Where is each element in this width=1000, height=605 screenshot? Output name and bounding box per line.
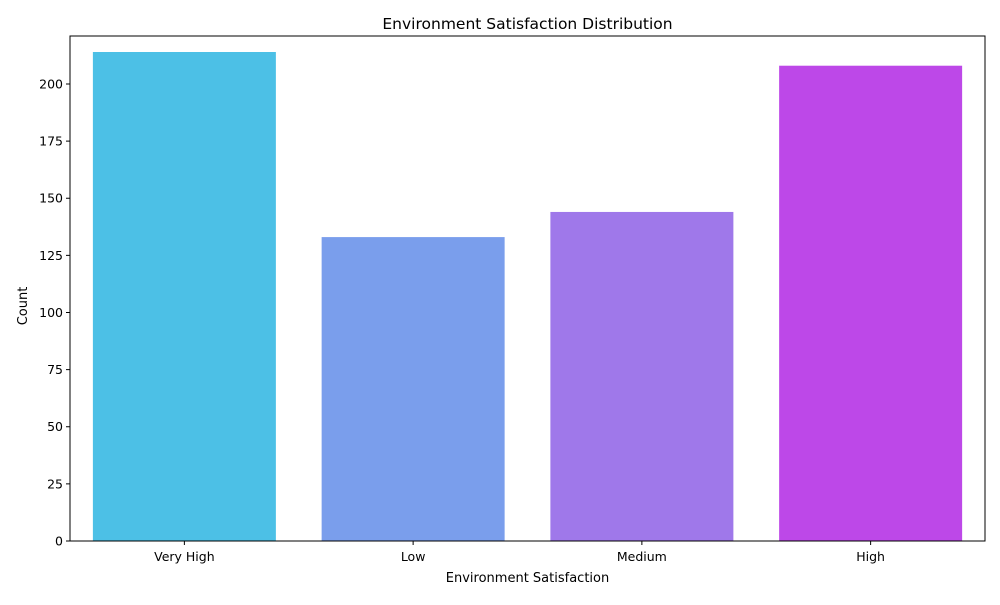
x-axis-label: Environment Satisfaction <box>446 571 609 586</box>
bar-medium <box>550 211 734 541</box>
y-tick-label: 75 <box>47 362 63 377</box>
bar-high <box>779 65 963 542</box>
y-tick-label: 150 <box>39 191 63 206</box>
y-tick-label: 200 <box>39 76 63 91</box>
bars-layer <box>92 52 963 542</box>
chart-title: Environment Satisfaction Distribution <box>382 15 672 33</box>
bar-low <box>321 237 505 541</box>
bar-very-high <box>92 52 276 541</box>
axes-layer: 0 25 50 75 100 125 150 175 200 Very High Low Medium… <box>39 35 986 564</box>
y-tick-label: 50 <box>47 419 63 434</box>
plot-frame <box>69 35 986 542</box>
x-tick-label: Very High <box>154 549 215 564</box>
y-axis-label: Count <box>16 287 31 326</box>
y-tick-label: 125 <box>39 248 63 263</box>
y-tick-label: 100 <box>39 305 63 320</box>
y-tick-label: 0 <box>55 534 63 549</box>
x-tick-label: Medium <box>617 549 667 564</box>
x-tick-label: High <box>856 549 885 564</box>
y-tick-label: 25 <box>47 476 63 491</box>
x-tick-label: Low <box>401 549 426 564</box>
y-tick-label: 175 <box>39 134 63 149</box>
